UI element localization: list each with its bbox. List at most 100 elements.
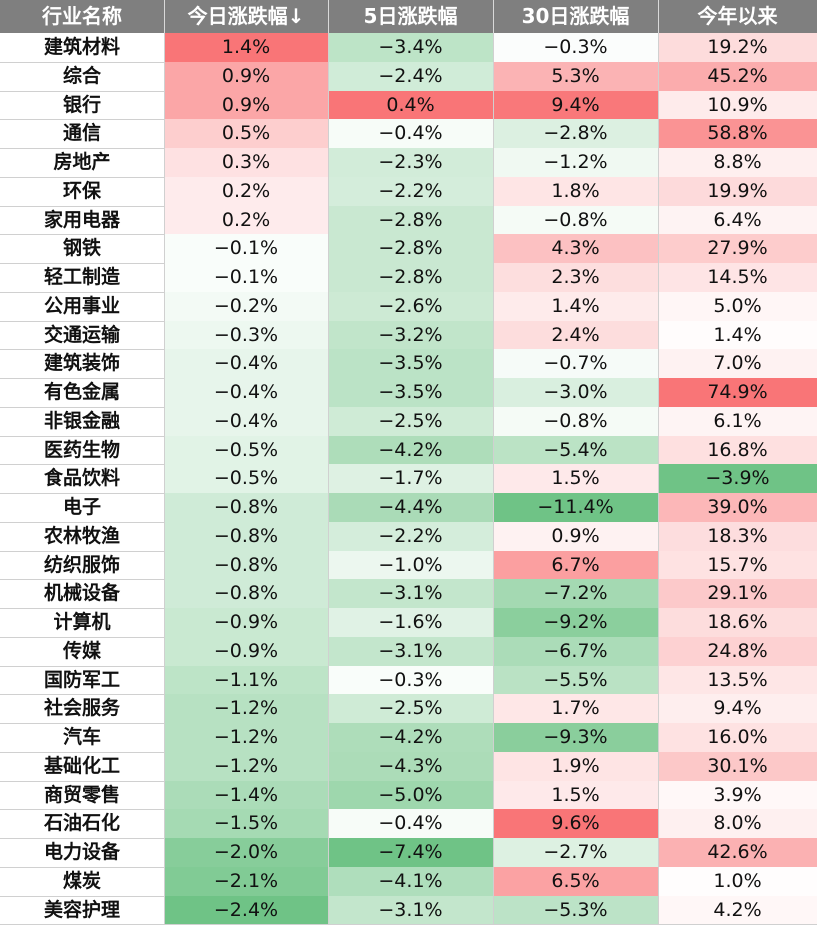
- cell-today: −0.4%: [164, 378, 328, 407]
- table-header: 行业名称 今日涨跌幅↓ 5日涨跌幅 30日涨跌幅 今年以来: [0, 0, 817, 33]
- cell-5day: −4.2%: [328, 435, 493, 465]
- cell-today: −2.1%: [164, 866, 328, 896]
- cell-5day: −3.5%: [328, 378, 493, 407]
- cell-industry: 环保: [62, 179, 101, 202]
- cell-ytd: 27.9%: [658, 234, 817, 263]
- cell-industry: 公用事业: [43, 294, 120, 317]
- cell-ytd: 4.2%: [658, 895, 817, 925]
- cell-5day: −3.1%: [328, 636, 493, 666]
- cell-today: −1.2%: [164, 694, 328, 723]
- header-ytd: 今年以来: [697, 4, 778, 28]
- cell-30day: 9.4%: [493, 90, 658, 120]
- cell-30day: 9.6%: [493, 809, 658, 838]
- cell-industry: 传媒: [62, 639, 101, 662]
- cell-today: 0.3%: [164, 148, 328, 177]
- cell-today: −0.3%: [164, 320, 328, 350]
- cell-30day: 6.5%: [493, 866, 658, 896]
- cell-30day: 1.5%: [493, 464, 658, 493]
- cell-30day: 1.8%: [493, 176, 658, 206]
- cell-30day: 1.7%: [493, 694, 658, 723]
- cell-30day: −2.8%: [493, 119, 658, 148]
- cell-5day: 0.4%: [328, 90, 493, 120]
- cell-ytd: 8.8%: [658, 148, 817, 177]
- cell-ytd: 19.2%: [658, 33, 817, 62]
- cell-30day: −5.5%: [493, 665, 658, 695]
- cell-30day: −11.4%: [493, 493, 658, 522]
- cell-30day: 2.4%: [493, 320, 658, 350]
- cell-5day: −3.4%: [328, 33, 493, 62]
- cell-today: −0.1%: [164, 263, 328, 292]
- cell-30day: 5.3%: [493, 61, 658, 91]
- cell-30day: −6.7%: [493, 636, 658, 666]
- cell-industry: 非银金融: [43, 409, 120, 432]
- cell-today: −1.1%: [164, 665, 328, 695]
- cell-industry: 银行: [62, 93, 101, 116]
- cell-today: −0.9%: [164, 636, 328, 666]
- cell-5day: −4.1%: [328, 866, 493, 896]
- cell-30day: −5.4%: [493, 435, 658, 465]
- cell-ytd: 18.3%: [658, 521, 817, 551]
- cell-ytd: 13.5%: [658, 665, 817, 695]
- cell-5day: −1.7%: [328, 464, 493, 493]
- cell-5day: −2.5%: [328, 694, 493, 723]
- cell-industry: 纺织服饰: [43, 553, 120, 576]
- cell-ytd: 1.0%: [658, 866, 817, 896]
- cell-ytd: 45.2%: [658, 61, 817, 91]
- cell-industry: 综合: [62, 64, 101, 87]
- cell-today: 0.9%: [164, 90, 328, 120]
- cell-30day: 1.9%: [493, 751, 658, 781]
- cell-ytd: −3.9%: [658, 464, 817, 493]
- header-today[interactable]: 今日涨跌幅↓: [187, 4, 305, 28]
- cell-5day: −4.4%: [328, 493, 493, 522]
- cell-today: −1.4%: [164, 780, 328, 810]
- cell-industry: 建筑材料: [43, 36, 120, 58]
- cell-5day: −3.1%: [328, 895, 493, 925]
- cell-5day: −3.1%: [328, 579, 493, 608]
- cell-today: −1.2%: [164, 751, 328, 781]
- cell-ytd: 16.0%: [658, 723, 817, 752]
- cell-industry: 美容护理: [43, 898, 120, 921]
- cell-30day: 1.4%: [493, 291, 658, 321]
- cell-ytd: 74.9%: [658, 378, 817, 407]
- column-divider: [328, 33, 329, 925]
- cell-ytd: 5.0%: [658, 291, 817, 321]
- cell-ytd: 19.9%: [658, 176, 817, 206]
- cell-today: −2.0%: [164, 838, 328, 867]
- cell-ytd: 16.8%: [658, 435, 817, 465]
- cell-industry: 机械设备: [43, 582, 120, 605]
- cell-30day: −2.7%: [493, 838, 658, 867]
- cell-5day: −1.6%: [328, 608, 493, 637]
- cell-today: −0.4%: [164, 406, 328, 436]
- cell-industry: 计算机: [53, 611, 111, 633]
- header-industry: 行业名称: [42, 4, 122, 28]
- cell-30day: 0.9%: [493, 521, 658, 551]
- cell-5day: −2.8%: [328, 205, 493, 235]
- cell-today: 0.2%: [164, 176, 328, 206]
- cell-5day: −4.2%: [328, 723, 493, 752]
- cell-5day: −3.5%: [328, 349, 493, 378]
- cell-today: −0.9%: [164, 608, 328, 637]
- cell-industry: 国防军工: [43, 668, 120, 691]
- cell-5day: −3.2%: [328, 320, 493, 350]
- cell-5day: −0.4%: [328, 119, 493, 148]
- cell-30day: 4.3%: [493, 234, 658, 263]
- cell-today: −2.4%: [164, 895, 328, 925]
- cell-30day: −0.8%: [493, 205, 658, 235]
- cell-30day: −5.3%: [493, 895, 658, 925]
- cell-today: −1.2%: [164, 723, 328, 752]
- cell-ytd: 7.0%: [658, 349, 817, 378]
- cell-today: −0.1%: [164, 234, 328, 263]
- header-30day: 30日涨跌幅: [521, 4, 630, 28]
- cell-ytd: 42.6%: [658, 838, 817, 867]
- cell-ytd: 58.8%: [658, 119, 817, 148]
- cell-today: 1.4%: [164, 33, 328, 62]
- cell-today: 0.9%: [164, 61, 328, 91]
- cell-ytd: 14.5%: [658, 263, 817, 292]
- cell-5day: −2.8%: [328, 263, 493, 292]
- cell-industry: 建筑装饰: [43, 352, 120, 375]
- cell-today: −1.5%: [164, 809, 328, 838]
- cell-industry: 家用电器: [43, 208, 120, 231]
- cell-ytd: 15.7%: [658, 550, 817, 580]
- cell-industry: 农林牧渔: [43, 524, 120, 547]
- cell-today: −0.5%: [164, 464, 328, 493]
